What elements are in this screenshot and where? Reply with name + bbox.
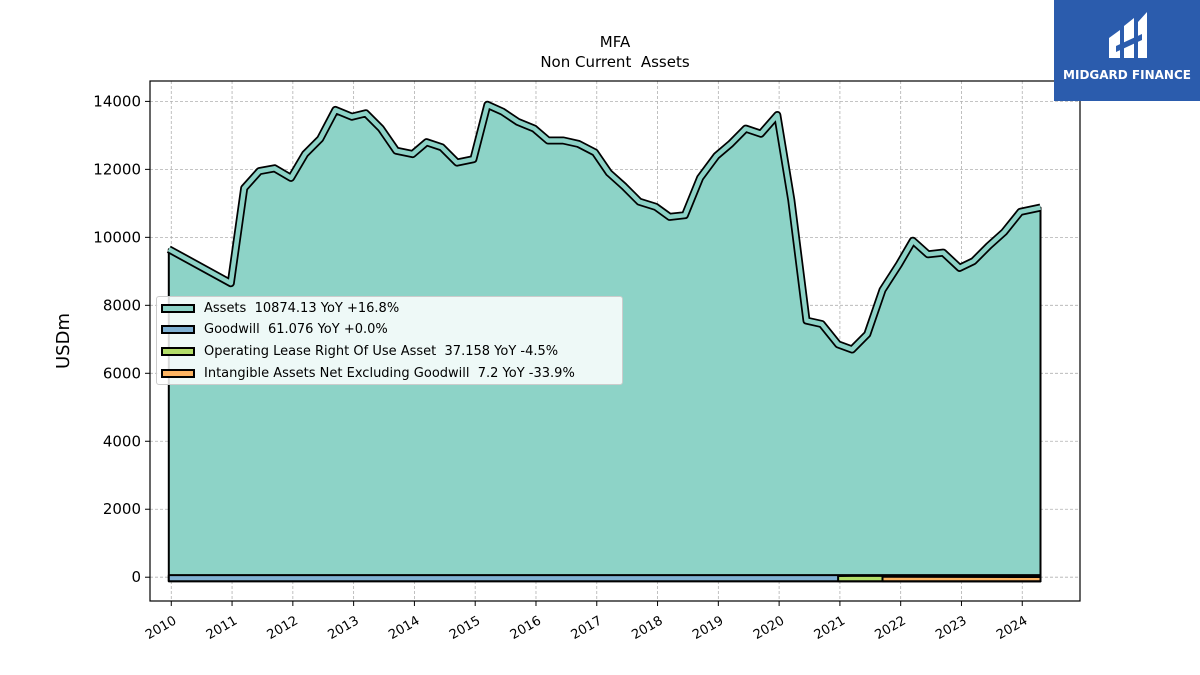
x-tick-label: 2014 — [386, 613, 422, 643]
legend-swatch-intangible-assets — [161, 368, 195, 378]
y-tick-label: 12000 — [93, 160, 141, 178]
legend-label-assets: Assets 10874.13 YoY +16.8% — [204, 300, 400, 316]
x-tick-label: 2010 — [143, 613, 179, 643]
legend-swatch-goodwill — [161, 324, 195, 334]
x-tick-label: 2021 — [812, 613, 848, 643]
x-tick-label: 2011 — [204, 613, 240, 643]
chart-subtitle: Non Current Assets — [540, 53, 690, 71]
x-tick-label: 2022 — [873, 613, 909, 643]
y-tick-label: 2000 — [103, 500, 141, 518]
brand-logo: MIDGARD FINANCE — [1054, 0, 1200, 101]
x-tick-label: 2020 — [751, 613, 787, 643]
x-tick-label: 2016 — [508, 613, 544, 643]
series-line-0 — [167, 102, 1041, 352]
y-tick-label: 8000 — [103, 296, 141, 314]
x-tick-label: 2017 — [569, 613, 605, 643]
plot-area-frame — [149, 80, 1081, 602]
x-axis: 2010 2011 2012 2013 2014 2015 2016 2017 2018 2019… — [143, 601, 1030, 643]
x-tick-label: 2023 — [933, 613, 969, 643]
y-tick-label: 4000 — [103, 432, 141, 450]
legend-item-operating-lease: Operating Lease Right Of Use Asset 37.15… — [161, 340, 558, 362]
legend-item-assets: Assets 10874.13 YoY +16.8% — [161, 297, 399, 319]
x-tick-label: 2015 — [447, 613, 483, 643]
legend-swatch-operating-lease — [161, 346, 195, 356]
x-tick-label: 2013 — [325, 613, 361, 643]
logo-text: MIDGARD FINANCE — [1063, 68, 1191, 82]
y-tick-label: 14000 — [93, 92, 141, 110]
legend-label-operating-lease: Operating Lease Right Of Use Asset 37.15… — [204, 343, 559, 359]
legend-item-goodwill: Goodwill 61.076 YoY +0.0% — [161, 318, 388, 340]
x-tick-label: 2024 — [994, 613, 1030, 643]
legend-swatch-assets — [161, 303, 195, 313]
y-tick-label: 0 — [131, 568, 141, 586]
legend-item-intangible-assets: Intangible Assets Net Excluding Goodwill… — [161, 362, 575, 384]
legend-label-goodwill: Goodwill 61.076 YoY +0.0% — [204, 321, 388, 337]
legend-label-intangible-assets: Intangible Assets Net Excluding Goodwill… — [204, 365, 575, 381]
y-axis-label: USDm — [53, 313, 74, 369]
logo-mark-icon — [1109, 12, 1147, 58]
y-axis: 0 2000 4000 6000 8000 10000 12000 14000 — [93, 92, 150, 586]
y-tick-label: 6000 — [103, 364, 141, 382]
x-tick-label: 2019 — [690, 613, 726, 643]
series-area-3 — [881, 575, 1042, 583]
legend: Assets 10874.13 YoY +16.8% Goodwill 61.0… — [156, 296, 623, 385]
y-tick-label: 10000 — [93, 228, 141, 246]
x-tick-label: 2018 — [629, 613, 665, 643]
x-tick-label: 2012 — [265, 613, 301, 643]
chart-title: MFA — [600, 33, 631, 51]
